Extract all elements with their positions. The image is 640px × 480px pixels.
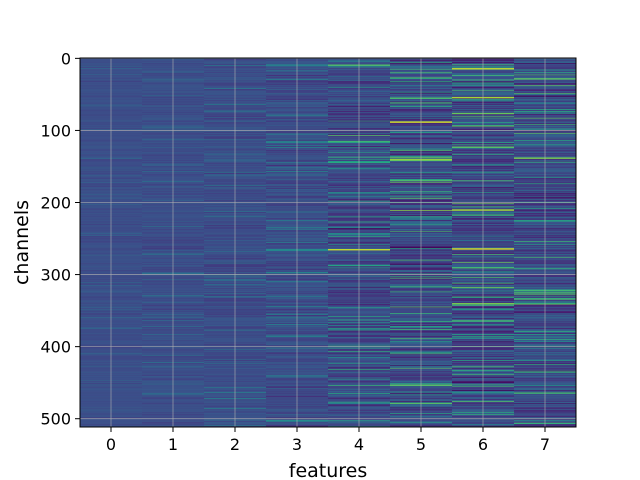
plot-frame — [79, 57, 577, 428]
x-tick-label: 6 — [478, 435, 488, 454]
x-axis-ticks: 0 1 2 3 4 5 6 7 — [106, 427, 550, 454]
grid-lines — [80, 57, 576, 427]
y-tick-label: 100 — [40, 121, 71, 140]
x-tick-label: 7 — [540, 435, 550, 454]
heatmap-cells — [80, 58, 576, 427]
y-tick-label: 500 — [40, 410, 71, 429]
x-tick-label: 1 — [168, 435, 178, 454]
x-tick-label: 5 — [416, 435, 426, 454]
x-tick-label: 0 — [106, 435, 116, 454]
x-tick-label: 3 — [292, 435, 302, 454]
x-tick-label: 4 — [354, 435, 364, 454]
x-tick-label: 2 — [230, 435, 240, 454]
y-tick-label: 200 — [40, 194, 71, 213]
y-axis-title: channels — [11, 200, 33, 285]
y-tick-label: 400 — [40, 338, 71, 357]
y-axis-ticks: 0 100 200 300 400 500 — [40, 49, 80, 429]
x-axis-title: features — [289, 460, 368, 480]
y-tick-label: 300 — [40, 266, 71, 285]
y-tick-label: 0 — [61, 49, 71, 68]
